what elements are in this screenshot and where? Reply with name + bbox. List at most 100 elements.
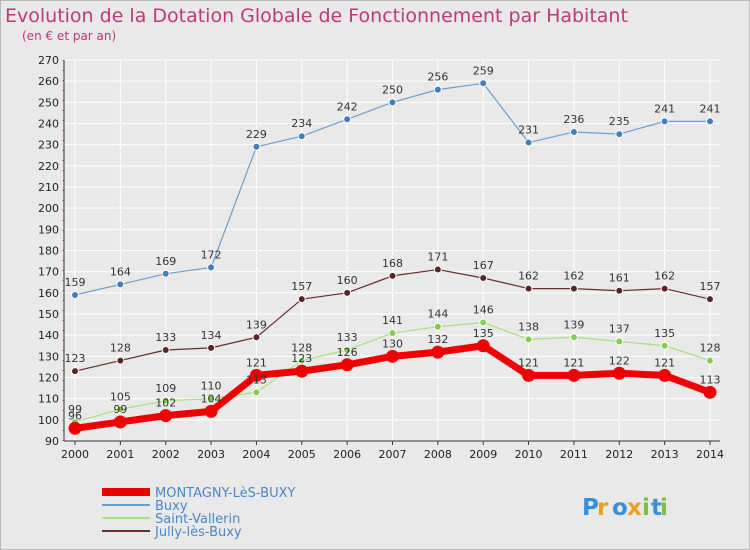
data-point-buxy [569,127,578,136]
data-point-jully-l-s-buxy [252,333,261,342]
data-point-montagny-l-s-buxy [476,339,490,353]
data-label-jully-l-s-buxy: 162 [563,270,584,283]
data-label-jully-l-s-buxy: 171 [427,251,448,264]
data-label-buxy: 229 [246,128,267,141]
data-label-jully-l-s-buxy: 168 [382,257,403,270]
data-point-montagny-l-s-buxy [340,358,354,372]
data-point-buxy [615,130,624,139]
y-tick-label: 250 [38,96,59,109]
data-point-montagny-l-s-buxy [68,421,82,435]
y-tick-label: 140 [38,329,59,342]
data-point-buxy [343,115,352,124]
proxiti-logo: Pr o x i ti [582,495,668,521]
data-point-jully-l-s-buxy [71,367,79,376]
logo-letter: i [642,495,650,521]
legend-label-buxy: Buxy [155,499,188,514]
data-point-buxy [252,142,261,151]
data-point-jully-l-s-buxy [116,356,125,365]
logo-letter: t [651,495,662,521]
data-label-saint-vallerin: 144 [427,308,448,321]
x-tick-label: 2013 [651,448,679,461]
data-label-jully-l-s-buxy: 134 [201,329,222,342]
y-tick-label: 100 [38,414,59,427]
y-tick-label: 90 [45,435,59,448]
data-label-buxy: 164 [110,265,131,278]
data-point-buxy [388,98,397,107]
x-tick-label: 2008 [424,448,452,461]
logo-letter: i [660,495,668,521]
data-label-montagny-l-s-buxy: 121 [518,356,539,369]
data-label-jully-l-s-buxy: 157 [700,280,721,293]
data-point-buxy [660,117,669,126]
data-point-montagny-l-s-buxy [703,385,717,399]
data-label-saint-vallerin: 138 [518,320,539,333]
y-tick-label: 240 [38,118,59,131]
data-label-montagny-l-s-buxy: 135 [473,327,494,340]
data-label-jully-l-s-buxy: 162 [518,270,539,283]
x-tick-label: 2011 [560,448,588,461]
data-point-saint-vallerin [615,337,624,346]
x-tick-label: 2006 [333,448,361,461]
data-point-jully-l-s-buxy [706,295,714,304]
data-point-buxy [161,269,170,278]
data-label-montagny-l-s-buxy: 96 [68,409,82,422]
data-point-buxy [706,117,714,126]
y-tick-label: 220 [38,160,59,173]
data-label-saint-vallerin: 110 [201,380,222,393]
data-point-jully-l-s-buxy [297,295,306,304]
data-label-montagny-l-s-buxy: 121 [654,356,675,369]
data-point-jully-l-s-buxy [388,271,397,280]
data-point-buxy [524,138,533,147]
data-point-montagny-l-s-buxy [567,368,581,382]
data-point-jully-l-s-buxy [660,284,669,293]
x-tick-label: 2000 [61,448,89,461]
data-label-buxy: 169 [155,255,176,268]
x-tick-label: 2014 [696,448,724,461]
x-tick-label: 2007 [379,448,407,461]
data-label-buxy: 235 [609,115,630,128]
data-point-montagny-l-s-buxy [386,349,399,363]
data-label-buxy: 159 [65,276,86,289]
data-label-saint-vallerin: 109 [155,382,176,395]
legend-label-saint-vallerin: Saint-Vallerin [155,512,240,527]
data-point-jully-l-s-buxy [524,284,533,293]
chart-subtitle: (en € et par an) [22,29,116,43]
data-point-jully-l-s-buxy [207,343,216,352]
data-point-jully-l-s-buxy [433,265,442,274]
legend-label-jully-l-s-buxy: Jully-lès-Buxy [154,525,242,540]
data-point-jully-l-s-buxy [161,345,170,354]
data-point-buxy [71,290,79,299]
data-label-saint-vallerin: 128 [291,342,312,355]
legend-label-montagny-l-s-buxy: MONTAGNY-LèS-BUXY [155,486,295,501]
data-label-montagny-l-s-buxy: 104 [201,392,222,405]
data-point-montagny-l-s-buxy [159,409,173,423]
data-point-jully-l-s-buxy [343,288,352,297]
data-label-buxy: 234 [291,117,312,130]
data-point-montagny-l-s-buxy [204,404,218,418]
data-label-buxy: 250 [382,83,403,96]
data-point-saint-vallerin [660,341,669,350]
data-point-saint-vallerin [524,335,533,344]
data-label-saint-vallerin: 139 [563,318,584,331]
data-label-saint-vallerin: 113 [246,373,267,386]
data-label-jully-l-s-buxy: 160 [337,274,358,287]
data-point-buxy [433,85,442,94]
data-label-saint-vallerin: 146 [473,303,494,316]
data-label-jully-l-s-buxy: 167 [473,259,494,272]
y-tick-label: 170 [38,266,59,279]
data-point-buxy [479,79,488,88]
data-label-buxy: 242 [337,100,358,113]
x-tick-label: 2005 [288,448,316,461]
chart-title: Evolution de la Dotation Globale de Fonc… [5,5,628,27]
logo-letter: r [597,495,609,521]
data-point-montagny-l-s-buxy [658,368,672,382]
y-tick-label: 200 [38,202,59,215]
data-point-buxy [297,132,306,141]
data-label-montagny-l-s-buxy: 102 [155,397,176,410]
x-tick-label: 2010 [515,448,543,461]
data-point-jully-l-s-buxy [569,284,578,293]
data-point-montagny-l-s-buxy [113,415,127,429]
y-tick-label: 210 [38,181,59,194]
data-point-saint-vallerin [116,405,125,414]
